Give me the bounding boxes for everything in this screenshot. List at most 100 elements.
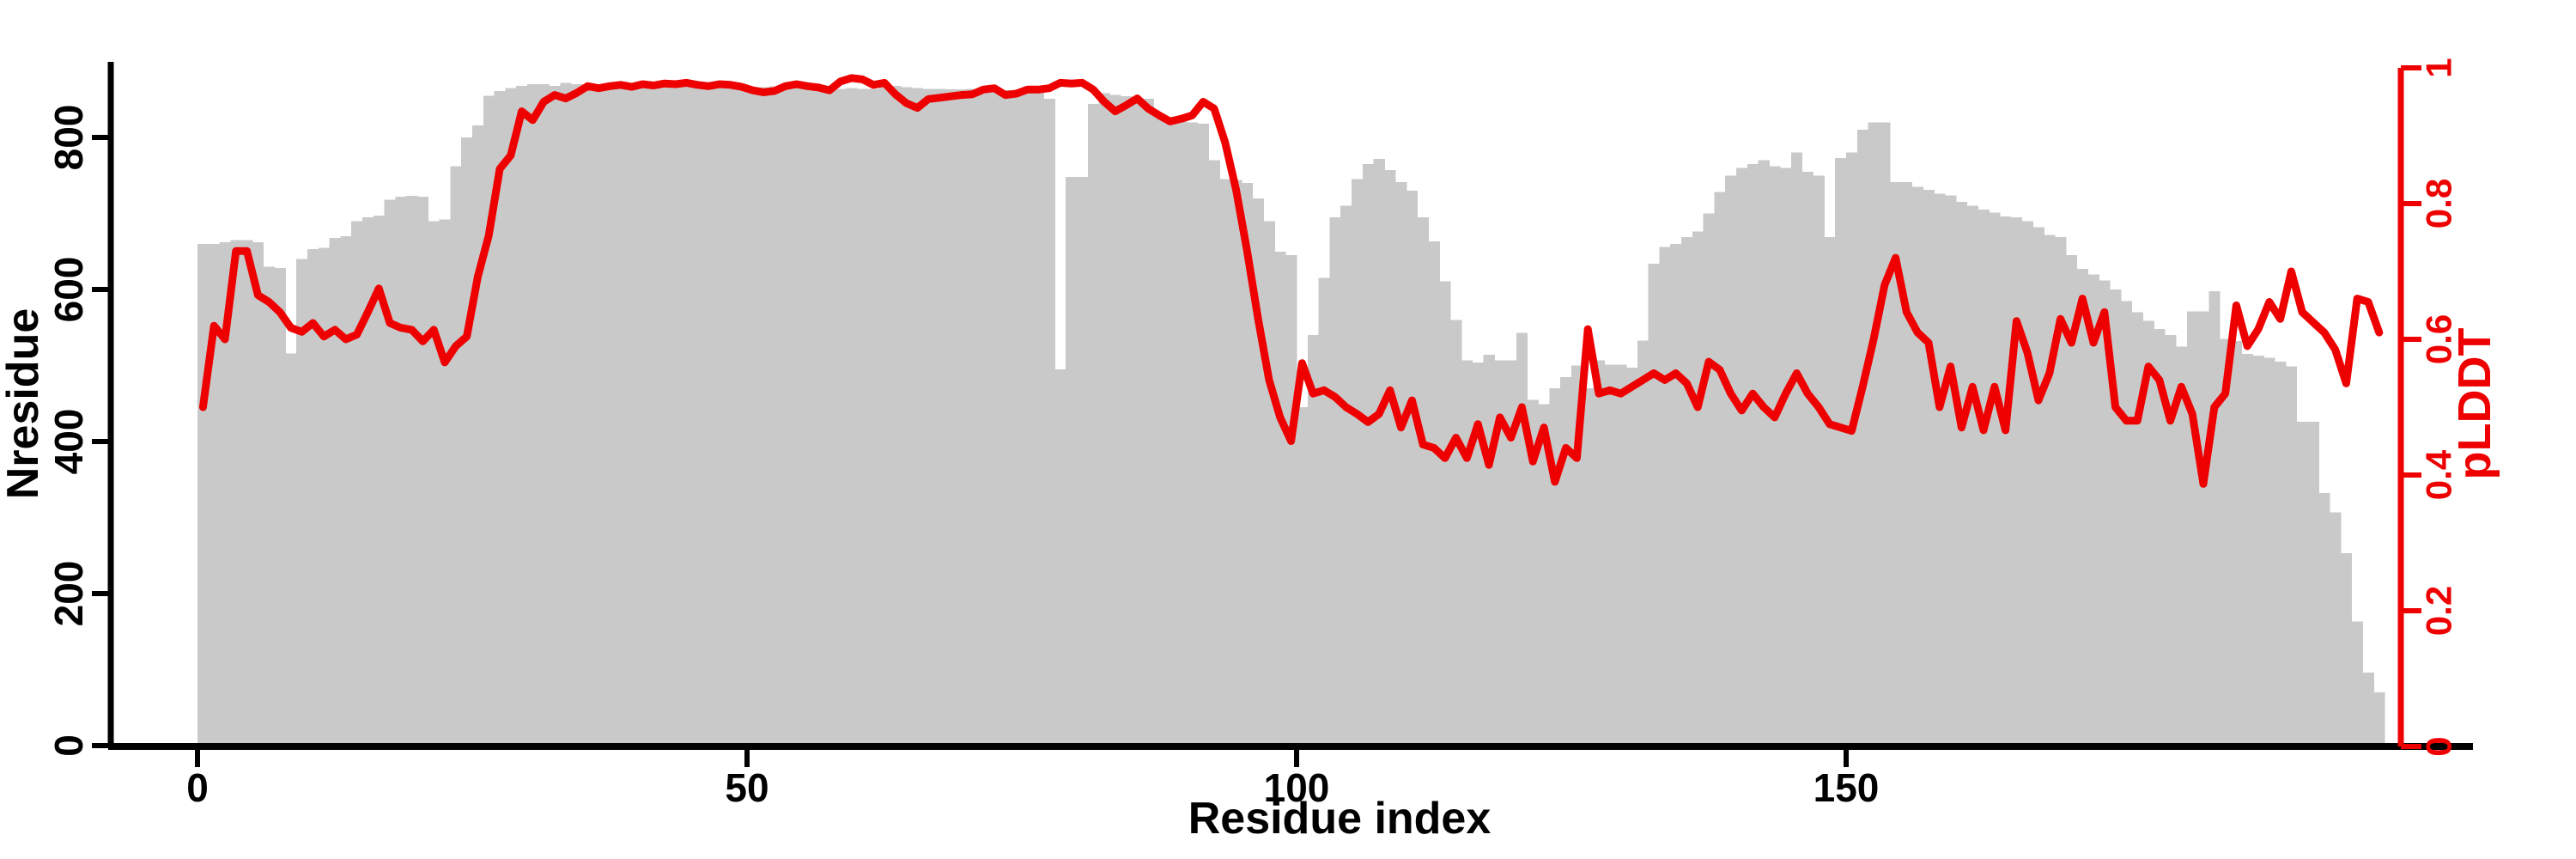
right-axis-tick-labels: 0 0.2 0.4 0.6 0.8 1 bbox=[2419, 58, 2459, 756]
bar bbox=[714, 84, 726, 746]
bar bbox=[1890, 182, 1902, 746]
bar bbox=[2055, 236, 2067, 746]
bar bbox=[2263, 357, 2275, 746]
bar bbox=[1054, 369, 1066, 746]
bar bbox=[1219, 179, 1231, 746]
bar bbox=[1670, 243, 1682, 746]
bar bbox=[1780, 168, 1792, 746]
bar bbox=[1801, 171, 1814, 747]
bar bbox=[1659, 247, 1671, 746]
bar bbox=[912, 88, 924, 746]
bar bbox=[1176, 121, 1188, 746]
bar bbox=[846, 88, 858, 746]
bar bbox=[417, 197, 429, 746]
bar bbox=[406, 196, 418, 747]
bar bbox=[1142, 98, 1154, 746]
bar bbox=[647, 82, 659, 747]
bar bbox=[1637, 340, 1649, 746]
bar bbox=[1098, 93, 1110, 746]
bar bbox=[2121, 301, 2133, 746]
bar bbox=[1461, 360, 1473, 746]
bar bbox=[1560, 376, 1572, 746]
bar bbox=[1681, 236, 1693, 746]
bar bbox=[757, 87, 769, 747]
bar bbox=[1758, 160, 1770, 746]
bar bbox=[2241, 354, 2253, 746]
bar bbox=[1516, 332, 1528, 746]
bar bbox=[1242, 183, 1254, 747]
bar bbox=[461, 137, 473, 746]
bar bbox=[1032, 91, 1044, 746]
left-tick-label: 800 bbox=[46, 105, 91, 171]
bar bbox=[2076, 269, 2088, 747]
bar bbox=[2330, 512, 2342, 746]
bar bbox=[1406, 191, 1419, 746]
bar bbox=[1769, 166, 1781, 747]
x-axis-tick-labels: 0 50 100 150 bbox=[186, 765, 1879, 810]
bar bbox=[967, 88, 979, 746]
bar bbox=[1538, 404, 1550, 746]
x-tick-label: 0 bbox=[186, 765, 209, 810]
bar bbox=[1736, 168, 1748, 746]
bar bbox=[933, 88, 945, 746]
bar bbox=[1011, 90, 1023, 747]
bar bbox=[1153, 115, 1165, 747]
bar bbox=[296, 259, 308, 747]
bar bbox=[1022, 91, 1034, 746]
right-tick-label: 0.2 bbox=[2419, 586, 2459, 636]
left-axis-ticks bbox=[92, 135, 111, 748]
bar bbox=[2186, 311, 2198, 746]
bar bbox=[1911, 186, 1923, 746]
bar bbox=[2351, 621, 2363, 746]
bar bbox=[802, 88, 814, 746]
bar bbox=[1923, 190, 1935, 747]
right-axis-ticks bbox=[2401, 65, 2421, 749]
bar bbox=[2142, 320, 2154, 746]
bar bbox=[1087, 104, 1099, 747]
bar bbox=[1373, 158, 1385, 747]
bar bbox=[747, 87, 759, 747]
bar bbox=[1340, 205, 1352, 747]
bar bbox=[340, 236, 352, 746]
bar bbox=[219, 242, 231, 747]
bar bbox=[604, 83, 616, 746]
bar bbox=[1692, 231, 1704, 746]
bar bbox=[977, 90, 989, 747]
bar bbox=[890, 85, 902, 747]
bar bbox=[1725, 175, 1737, 747]
bar bbox=[1395, 182, 1407, 746]
bar bbox=[1527, 399, 1539, 746]
bar bbox=[1428, 241, 1440, 746]
right-tick-label: 0 bbox=[2419, 736, 2459, 756]
bar bbox=[1494, 360, 1506, 746]
bar bbox=[1197, 124, 1209, 747]
bar bbox=[1043, 98, 1055, 746]
nresidue-bars bbox=[197, 82, 2385, 747]
left-tick-label: 0 bbox=[46, 734, 91, 757]
left-tick-label: 600 bbox=[46, 257, 91, 323]
bar bbox=[2307, 422, 2319, 746]
bar bbox=[2318, 493, 2330, 746]
bar bbox=[1329, 216, 1341, 746]
bar bbox=[241, 240, 253, 746]
bar bbox=[2220, 338, 2232, 746]
right-tick-label: 0.6 bbox=[2419, 314, 2459, 364]
bar bbox=[1121, 96, 1133, 746]
bar bbox=[472, 125, 484, 747]
right-tick-label: 1 bbox=[2419, 58, 2459, 77]
bar bbox=[1593, 360, 1605, 746]
bar bbox=[494, 91, 506, 746]
bar bbox=[2252, 356, 2264, 746]
bar bbox=[2011, 216, 2023, 746]
bar bbox=[1626, 368, 1638, 746]
bar bbox=[780, 87, 792, 747]
bar bbox=[1263, 221, 1275, 746]
bar bbox=[1956, 202, 1968, 746]
bar bbox=[1945, 195, 1957, 747]
bar bbox=[2000, 216, 2012, 746]
bar bbox=[1966, 205, 1978, 747]
bar bbox=[1077, 177, 1089, 746]
bar bbox=[1230, 180, 1242, 747]
bar bbox=[373, 216, 385, 746]
bar bbox=[1813, 175, 1825, 747]
